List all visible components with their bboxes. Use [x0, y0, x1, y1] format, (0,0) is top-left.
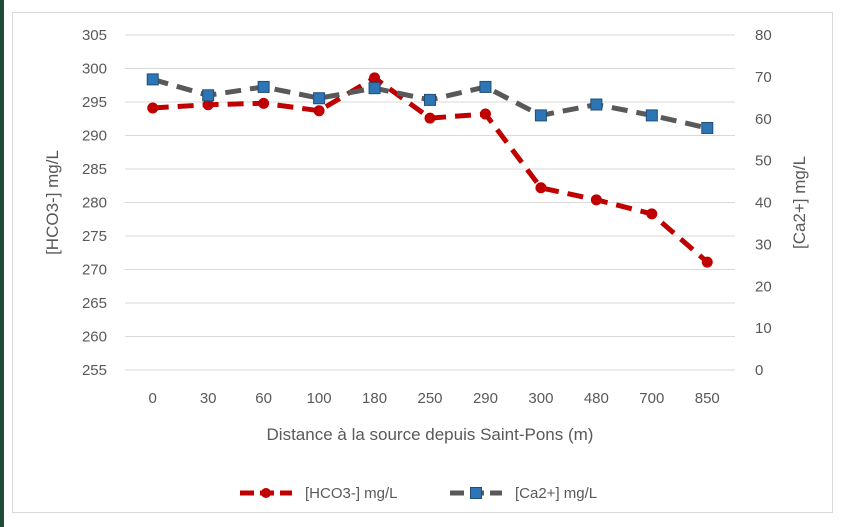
x-tick-label: 700: [639, 390, 664, 407]
y-tick-label: 270: [82, 262, 107, 279]
y2-tick-label: 20: [755, 278, 772, 295]
data-point-1: [257, 80, 270, 93]
chart-border: [12, 12, 833, 513]
legend-label-0: [HCO3-] mg/L: [305, 485, 398, 502]
y-tick-label: 260: [82, 329, 107, 346]
y2-tick-label: 40: [755, 195, 772, 212]
legend-marker-0: [261, 488, 271, 498]
axes: 2552602652702752802852902953003050102030…: [82, 27, 772, 407]
x-tick-label: 30: [200, 390, 217, 407]
x-tick-label: 180: [362, 390, 387, 407]
y-tick-label: 280: [82, 195, 107, 212]
window-edge-left: [0, 0, 4, 527]
data-point-1: [701, 121, 714, 134]
y-tick-label: 295: [82, 94, 107, 111]
data-point-0: [535, 182, 547, 194]
y2-tick-label: 10: [755, 320, 772, 337]
x-tick-label: 850: [695, 390, 720, 407]
data-point-0: [646, 208, 658, 220]
y-axis-title: [HCO3-] mg/L: [43, 150, 62, 255]
y-tick-label: 275: [82, 228, 107, 245]
legend: [HCO3-] mg/L [Ca2+] mg/L: [240, 485, 597, 502]
legend-label-1: [Ca2+] mg/L: [515, 485, 597, 502]
data-point-1: [368, 82, 381, 95]
data-point-1: [146, 73, 159, 86]
data-point-0: [258, 97, 270, 109]
legend-marker-1: [470, 487, 482, 499]
x-tick-label: 100: [307, 390, 332, 407]
x-tick-label: 480: [584, 390, 609, 407]
x-axis-title: Distance à la source depuis Saint-Pons (…: [267, 425, 594, 444]
y2-tick-label: 70: [755, 69, 772, 86]
y-tick-label: 290: [82, 128, 107, 145]
data-point-0: [424, 112, 436, 124]
y-tick-label: 265: [82, 295, 107, 312]
data-point-1: [645, 109, 658, 122]
x-tick-label: 290: [473, 390, 498, 407]
y-tick-label: 285: [82, 161, 107, 178]
x-tick-label: 0: [149, 390, 157, 407]
data-point-1: [424, 93, 436, 106]
data-point-0: [313, 105, 325, 117]
data-point-0: [701, 256, 713, 268]
x-tick-label: 250: [417, 390, 442, 407]
data-point-1: [590, 98, 603, 111]
data-point-1: [534, 109, 547, 122]
data-point-1: [479, 80, 492, 93]
x-tick-label: 300: [528, 390, 553, 407]
y2-tick-label: 80: [755, 27, 772, 44]
x-tick-label: 60: [255, 390, 272, 407]
y-tick-label: 255: [82, 362, 107, 379]
data-point-0: [479, 108, 491, 120]
data-point-0: [369, 72, 381, 84]
y2-tick-label: 30: [755, 236, 772, 253]
y-tick-label: 300: [82, 61, 107, 78]
y2-tick-label: 50: [755, 153, 772, 170]
y2-axis-title: [Ca2+] mg/L: [790, 156, 809, 249]
data-point-0: [147, 102, 159, 114]
y-tick-label: 305: [82, 27, 107, 44]
data-point-1: [313, 92, 326, 105]
series: [146, 72, 714, 268]
data-point-0: [590, 194, 602, 206]
data-point-1: [202, 89, 215, 102]
y2-tick-label: 60: [755, 111, 772, 128]
y2-tick-label: 0: [755, 362, 763, 379]
